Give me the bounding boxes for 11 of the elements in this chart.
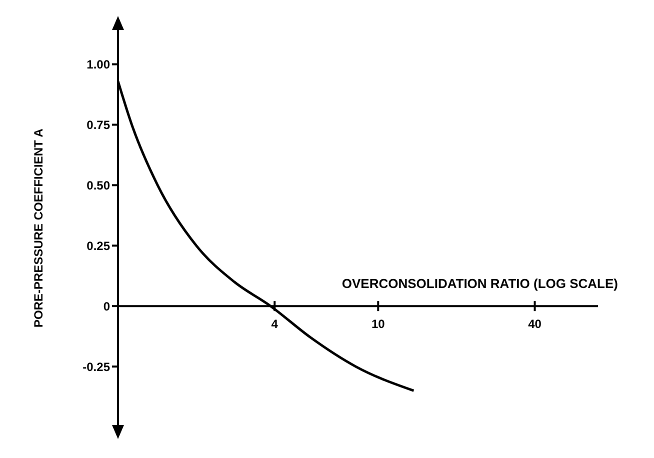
x-tick-label: 4 xyxy=(271,317,278,332)
y-tick-label: -0.25 xyxy=(82,360,110,374)
y-tick-label: 0.25 xyxy=(86,238,110,253)
y-tick-label: 0.50 xyxy=(86,178,110,192)
x-tick-label: 10 xyxy=(371,317,386,332)
x-axis-title: OVERCONSOLIDATION RATIO (LOG SCALE) xyxy=(342,276,618,292)
y-axis-title: PORE-PRESSURE COEFFICIENT A xyxy=(31,128,46,327)
y-tick-label: 0.75 xyxy=(86,118,110,132)
y-tick-label: 0 xyxy=(103,299,110,314)
x-tick-label: 40 xyxy=(528,317,542,332)
y-tick-label: 1.00 xyxy=(86,58,110,72)
